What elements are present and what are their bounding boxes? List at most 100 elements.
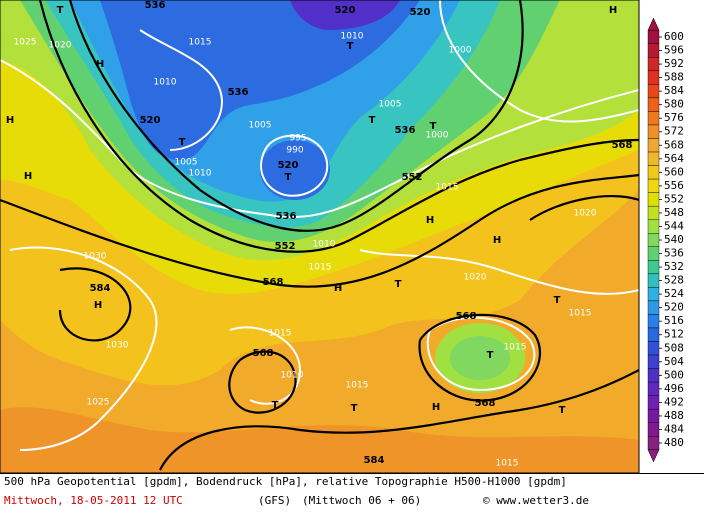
- map-label: 1015: [569, 309, 592, 319]
- map-label: T: [395, 279, 402, 290]
- zone: [290, 0, 400, 30]
- map-label: 1010: [189, 169, 212, 179]
- legend-swatch: [647, 84, 660, 99]
- map-label: 1015: [346, 381, 369, 391]
- legend-label: 512: [664, 328, 684, 341]
- map-label: 1015: [496, 459, 519, 469]
- legend-label: 564: [664, 152, 684, 165]
- legend-label: 560: [664, 165, 684, 178]
- map-label: 568: [456, 311, 477, 322]
- legend-label: 600: [664, 30, 684, 43]
- isobars: [0, 0, 639, 451]
- legend-label: 568: [664, 138, 684, 151]
- footer-run: (Mittwoch 06 + 06): [302, 494, 421, 507]
- legend-label: 484: [664, 422, 684, 435]
- map-label: 552: [402, 172, 423, 183]
- legend-label: 556: [664, 179, 684, 192]
- legend-swatch: [647, 314, 660, 329]
- map-label: H: [6, 115, 14, 126]
- color-legend: 6005965925885845805765725685645605565525…: [647, 17, 684, 463]
- zone: [100, 0, 420, 160]
- map-label: H: [94, 300, 102, 311]
- legend-swatch: [647, 233, 660, 247]
- legend-label: 524: [664, 287, 684, 300]
- map-label: T: [430, 121, 437, 132]
- map-label: 584: [364, 455, 385, 466]
- legend-swatch: [647, 327, 660, 342]
- height-contours: [0, 0, 639, 471]
- legend-swatch: [647, 436, 660, 450]
- legend-label: 508: [664, 341, 684, 354]
- map-label: H: [609, 5, 617, 16]
- zone: [450, 336, 510, 380]
- map-label: 1000: [449, 46, 472, 56]
- map-label: T: [351, 403, 358, 414]
- legend-label: 480: [664, 436, 684, 449]
- map-label: 552: [275, 241, 296, 252]
- map-label: T: [179, 137, 186, 148]
- legend-label: 528: [664, 274, 684, 287]
- map-label: 1005: [175, 158, 198, 168]
- legend-swatch: [647, 192, 660, 207]
- legend-label: 584: [664, 84, 684, 97]
- map-label: 584: [90, 283, 111, 294]
- legend-swatch: [647, 205, 660, 220]
- map-label: H: [432, 402, 440, 413]
- map-label: 568: [475, 398, 496, 409]
- legend-label: 504: [664, 355, 684, 368]
- map-label: 1030: [106, 341, 129, 351]
- map-label: H: [426, 215, 434, 226]
- map-label: 1015: [309, 263, 332, 273]
- legend-swatch: [647, 57, 660, 72]
- legend-label: 588: [664, 71, 684, 84]
- map-labels: T 536 520 520 H 1025 1020 1015 1010 T 1000 H 1010 536…: [6, 0, 633, 469]
- legend-label: 536: [664, 247, 684, 260]
- legend-label: 500: [664, 368, 684, 381]
- legend-label: 552: [664, 192, 684, 205]
- legend-arrow: [647, 17, 660, 31]
- legend-swatch: [647, 70, 660, 85]
- legend-label: 540: [664, 233, 684, 246]
- map-label: T: [559, 405, 566, 416]
- legend-label: 496: [664, 382, 684, 395]
- legend-swatch: [647, 97, 660, 112]
- legend-swatch: [647, 30, 660, 44]
- map-label: 1025: [14, 38, 37, 48]
- map-label: 520: [335, 5, 356, 16]
- map-label: H: [334, 283, 342, 294]
- map-label: T: [57, 5, 64, 16]
- legend-label: 576: [664, 111, 684, 124]
- legend-label: 544: [664, 219, 684, 232]
- legend-label: 532: [664, 260, 684, 273]
- legend-swatch: [647, 287, 660, 302]
- map-label: 568: [253, 348, 274, 359]
- legend-swatch: [647, 273, 660, 288]
- legend-swatch: [647, 165, 660, 180]
- map-label: 1015: [269, 329, 292, 339]
- map-label: 536: [145, 0, 166, 11]
- map-label: 536: [276, 211, 297, 222]
- map-label: 536: [395, 125, 416, 136]
- map-label: 568: [612, 140, 633, 151]
- map-label: 1030: [84, 252, 107, 262]
- map-label: 1005: [379, 100, 402, 110]
- zone: [260, 140, 330, 200]
- map-label: H: [493, 235, 501, 246]
- map-label: 520: [278, 160, 299, 171]
- map-label: H: [96, 59, 104, 70]
- map-label: 1020: [464, 273, 487, 283]
- legend-swatch: [647, 395, 660, 410]
- footer-source: © www.wetter3.de: [483, 494, 589, 507]
- map-label: 568: [263, 277, 284, 288]
- legend-swatch: [647, 111, 660, 126]
- legend-swatch: [647, 178, 660, 193]
- map-label: 1020: [49, 41, 72, 51]
- footer-model: (GFS): [258, 494, 291, 507]
- map-label: 1010: [154, 78, 177, 88]
- legend-swatch: [647, 354, 660, 369]
- map-label: 520: [410, 7, 431, 18]
- footer-description: 500 hPa Geopotential [gpdm], Bodendruck …: [4, 475, 567, 488]
- map-label: 1025: [87, 398, 110, 408]
- legend-swatch: [647, 43, 660, 58]
